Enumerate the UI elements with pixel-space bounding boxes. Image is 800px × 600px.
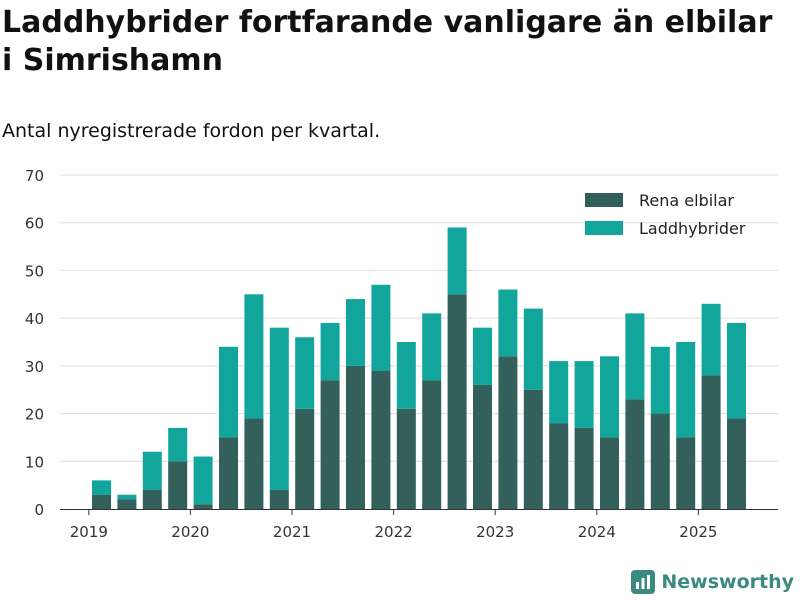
bar-rena-elbilar [523,389,543,509]
bar-laddhybrider [295,337,315,409]
bar-rena-elbilar [320,380,340,509]
y-tick-label: 50 [25,262,44,280]
legend-swatch [585,221,623,235]
x-tick-label: 2024 [578,523,616,541]
bar-rena-elbilar [447,294,467,509]
bar-laddhybrider [523,308,543,390]
legend: Rena elbilar Laddhybrider [585,191,746,238]
bars [92,227,746,509]
legend-swatch [585,193,623,207]
bar-rena-elbilar [117,499,137,509]
bar-laddhybrider [117,494,137,500]
newsworthy-icon [631,570,656,594]
bar-rena-elbilar [498,356,518,509]
bar-rena-elbilar [727,418,746,509]
bar-rena-elbilar [625,399,645,509]
bar-rena-elbilar [244,418,264,509]
bar-laddhybrider [371,284,391,371]
bar-rena-elbilar [473,384,492,509]
bar-laddhybrider [168,427,188,462]
bar-laddhybrider [193,456,213,505]
bar-rena-elbilar [168,461,188,509]
bar-rena-elbilar [701,375,721,509]
bar-laddhybrider [650,346,670,414]
gridlines [60,174,778,462]
bar-laddhybrider [142,451,162,490]
bar-laddhybrider [92,480,111,495]
y-tick-label: 40 [25,310,44,328]
x-tick-label: 2025 [679,523,717,541]
y-tick-label: 10 [25,453,44,471]
legend-label: Rena elbilar [639,191,734,210]
bar-rena-elbilar [574,427,594,509]
x-tick-label: 2022 [375,523,413,541]
x-tick-label: 2020 [171,523,209,541]
legend-label: Laddhybrider [639,219,746,238]
bar-laddhybrider [219,346,238,438]
bar-rena-elbilar [295,408,315,509]
x-tick-label: 2023 [476,523,514,541]
y-tick-label: 70 [25,167,44,185]
bar-rena-elbilar [269,489,289,509]
bar-laddhybrider [447,227,467,295]
bar-laddhybrider [498,289,518,357]
x-tick-label: 2021 [273,523,311,541]
bar-laddhybrider [346,299,365,366]
bar-rena-elbilar [650,413,670,509]
bar-laddhybrider [244,294,264,419]
bar-rena-elbilar [92,494,111,509]
y-axis-ticks: 0 10 20 30 40 50 60 70 [25,167,44,519]
bar-rena-elbilar [396,408,416,509]
bar-rena-elbilar [422,380,442,509]
bar-rena-elbilar [676,437,696,509]
x-axis: 2019 2020 2021 2022 2023 2024 2025 [60,509,778,541]
bar-laddhybrider [727,322,746,419]
y-tick-label: 0 [34,501,44,519]
bar-rena-elbilar [371,370,391,509]
bar-laddhybrider [549,361,569,424]
y-tick-label: 30 [25,358,44,376]
bar-laddhybrider [600,356,619,438]
bar-rena-elbilar [193,504,213,509]
newsworthy-logo: Newsworthy [631,570,794,594]
bar-laddhybrider [320,322,340,381]
bar-laddhybrider [473,327,492,385]
bar-laddhybrider [396,342,416,409]
x-tick-label: 2019 [70,523,108,541]
bar-laddhybrider [701,303,721,376]
bar-laddhybrider [422,313,442,381]
bar-rena-elbilar [142,489,162,509]
bar-rena-elbilar [549,423,569,509]
brand-name: Newsworthy [661,571,794,593]
bar-laddhybrider [574,361,594,428]
chart-subtitle: Antal nyregistrerade fordon per kvartal. [2,120,381,142]
bar-laddhybrider [676,342,696,438]
y-tick-label: 60 [25,215,44,233]
bar-laddhybrider [269,327,289,490]
bar-rena-elbilar [219,437,238,509]
chart-title: Laddhybrider fortfarande vanligare än el… [2,5,773,78]
bar-rena-elbilar [346,365,365,509]
y-tick-label: 20 [25,406,44,424]
bar-rena-elbilar [600,437,619,509]
bar-laddhybrider [625,313,645,400]
